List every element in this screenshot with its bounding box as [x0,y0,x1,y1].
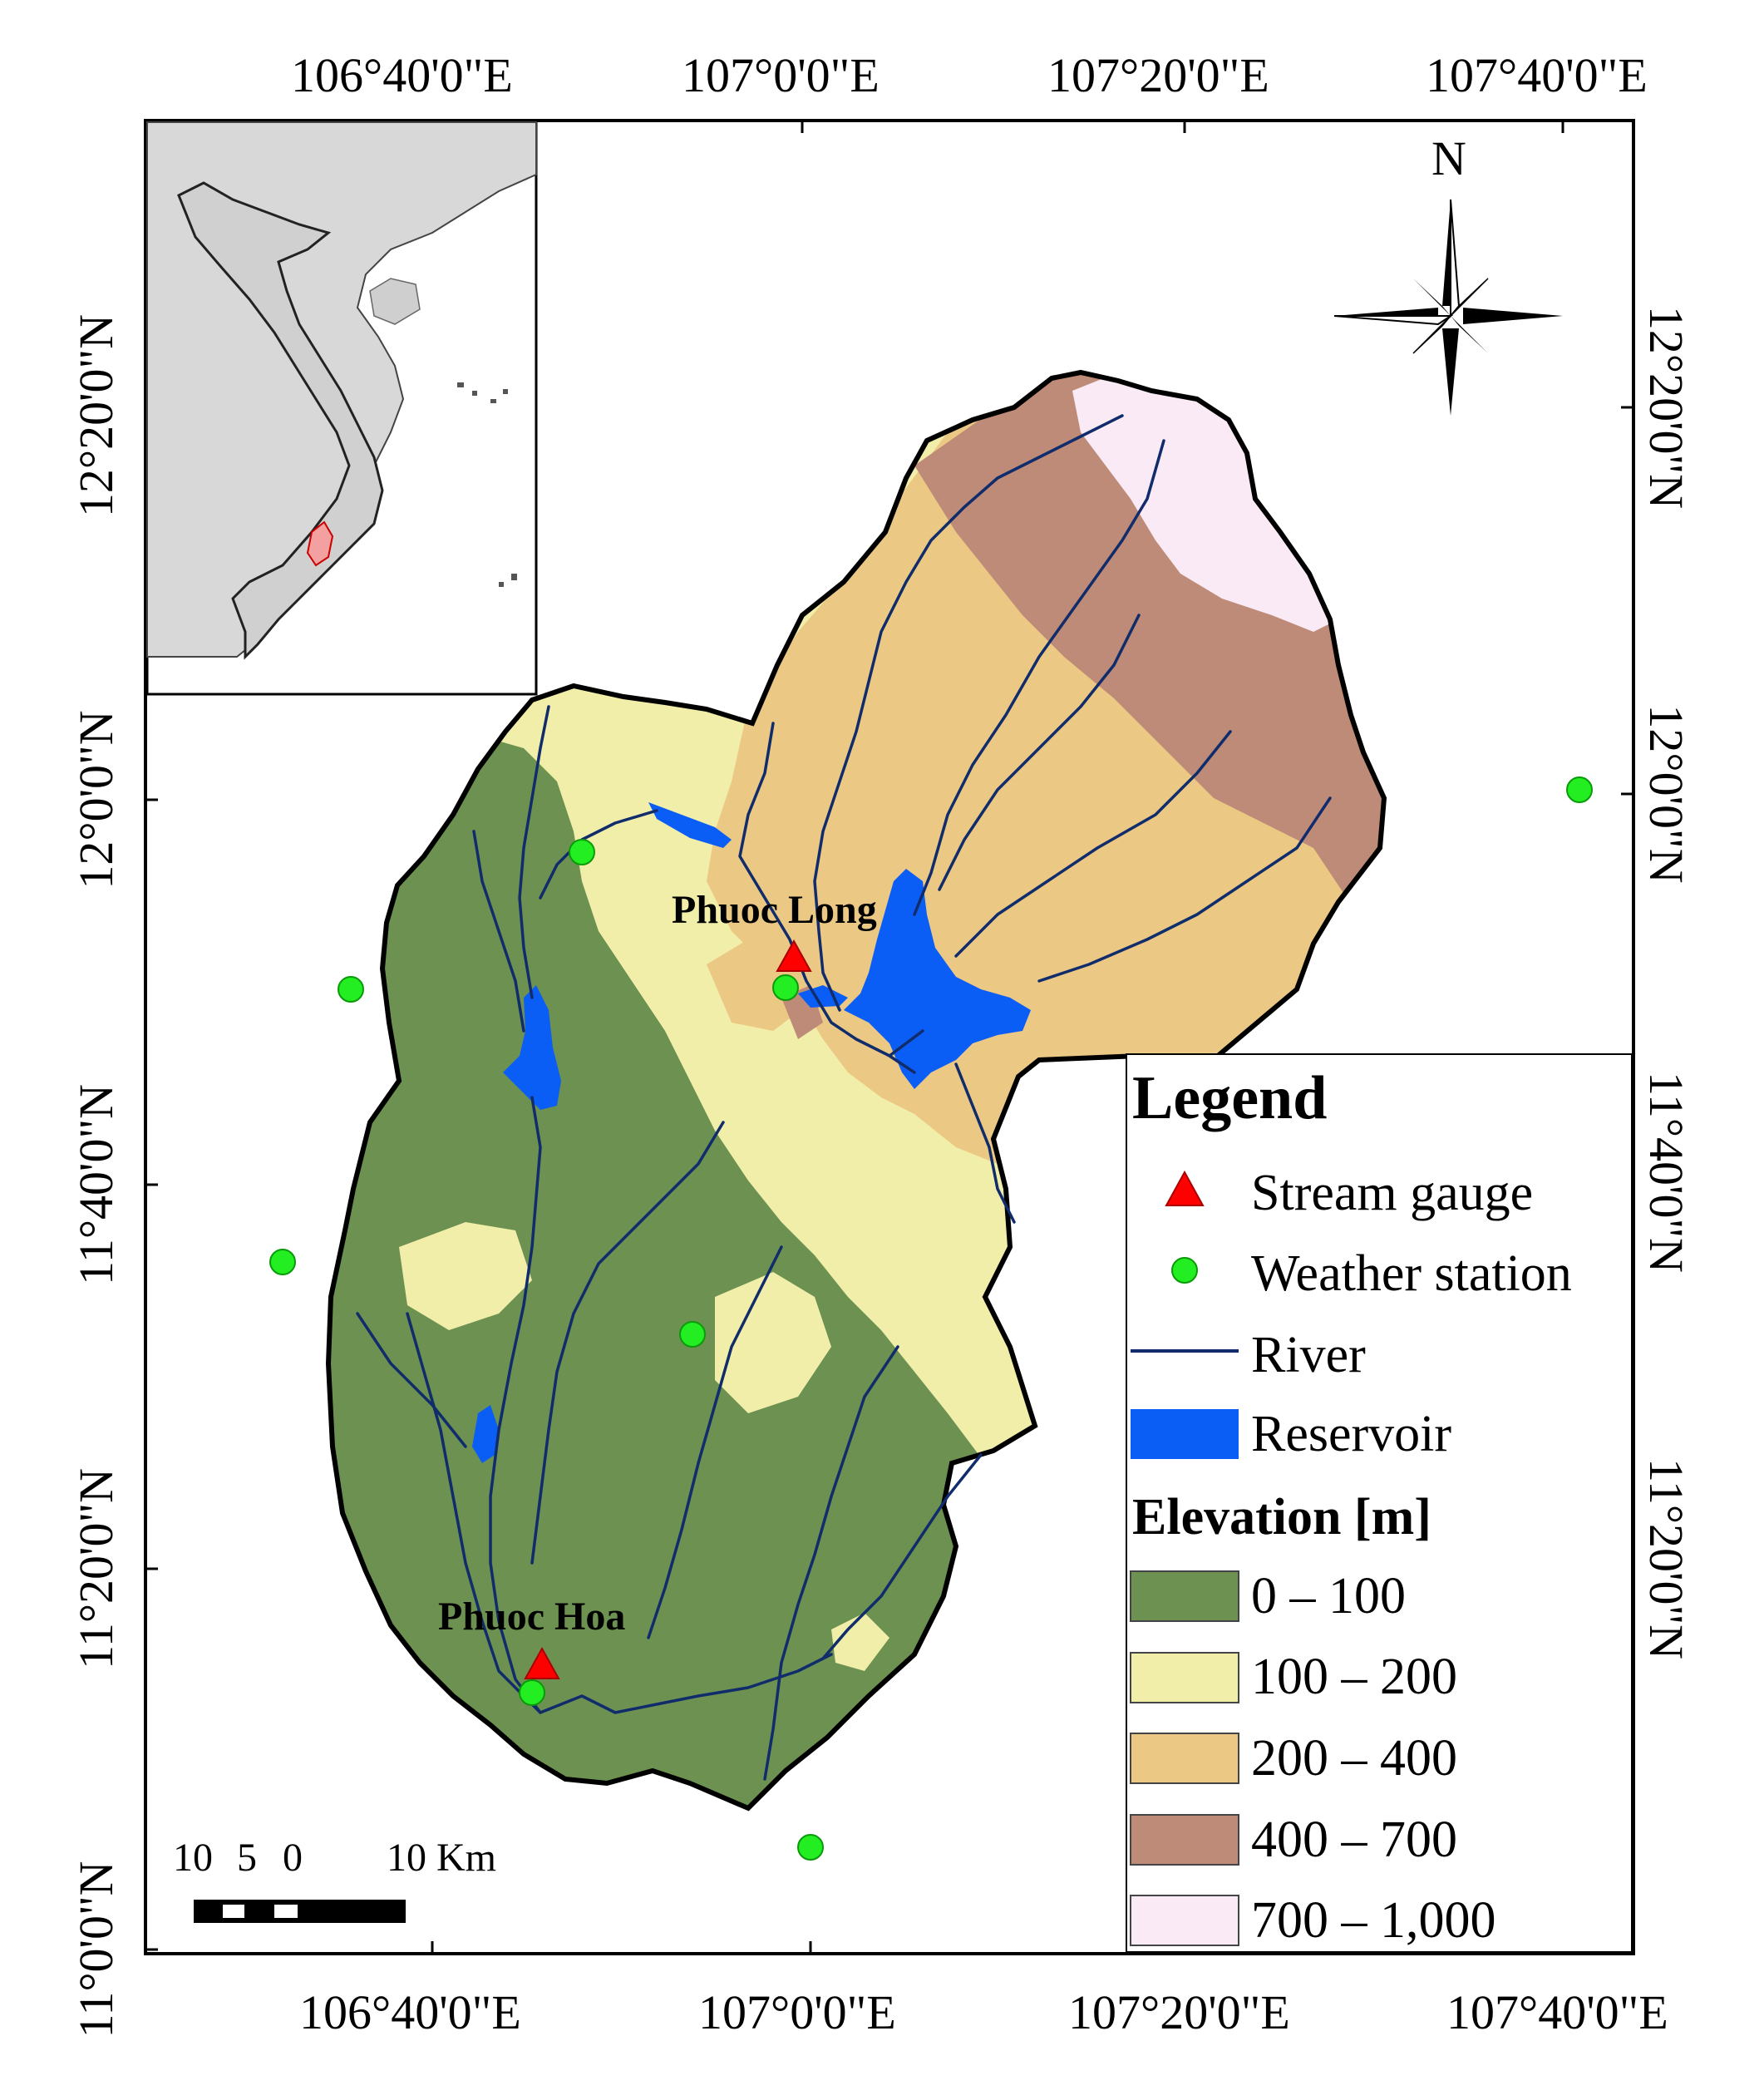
place-label-phuoc-long: Phuoc Long [672,888,877,932]
lon-label-top: 107°20'0"E [1047,48,1269,102]
weather-station [772,974,799,1001]
inset-map [145,121,538,696]
legend-river-label: River [1251,1327,1366,1383]
weather-station [679,1321,706,1348]
elev-100-200-patch-2 [715,1272,831,1413]
elev-100-200-patch-3 [831,1613,889,1671]
weather-station [519,1679,545,1706]
legend-stream-gauge-symbol [1165,1170,1205,1206]
basin-outline [325,369,1387,1812]
lat-label-left: 12°0'0"N [69,710,123,889]
inset-basin-highlight [306,520,334,567]
weather-stations [269,776,1593,1861]
lon-label-bottom: 107°40'0"E [1446,1985,1668,2039]
rivers [356,414,1332,1781]
legend-reservoir-label: Reservoir [1251,1406,1451,1462]
legend-elev-swatch-4 [1130,1814,1239,1866]
legend-elev-label-2: 100 – 200 [1251,1649,1457,1705]
lon-label-bottom: 106°40'0"E [299,1985,521,2039]
weather-station [338,976,364,1003]
bottom-longitude-labels: 106°40'0"E 107°0'0"E 107°20'0"E 107°40'0… [299,1985,1668,2039]
weather-station [569,839,595,865]
legend: Legend Stream gauge Weather station Rive… [1126,1053,1633,1953]
legend-elevation-title: Elevation [m] [1132,1489,1431,1545]
reservoir-arm-2 [648,802,732,848]
reservoir-west [503,985,561,1110]
north-label: N [1431,131,1466,185]
place-label-phuoc-hoa: Phuoc Hoa [438,1595,625,1639]
stream-gauge-phuoc-hoa [524,1646,560,1679]
legend-weather-station-label: Weather station [1251,1245,1572,1302]
lat-label-left: 12°20'0"N [69,314,123,517]
stream-gauges [524,939,812,1679]
lat-label-left: 11°0'0"N [69,1861,123,2038]
scale-label: 0 [283,1836,303,1880]
lat-label-right: 12°20'0"N [1639,306,1693,509]
lat-label-right: 12°0'0"N [1639,704,1693,883]
reservoir-southwest [472,1405,499,1463]
lon-label-top: 106°40'0"E [291,48,513,102]
legend-weather-station-symbol [1171,1257,1198,1284]
legend-elev-swatch-5 [1130,1895,1239,1946]
legend-elev-swatch-1 [1130,1570,1239,1622]
north-arrow-icon: N [1333,131,1563,416]
weather-station [797,1834,824,1861]
scale-label: 10 [173,1836,213,1880]
legend-elev-label-5: 700 – 1,000 [1251,1892,1496,1949]
top-longitude-labels: 106°40'0"E 107°0'0"E 107°20'0"E 107°40'0… [291,48,1648,102]
reservoirs [472,802,1031,1463]
lon-label-bottom: 107°20'0"E [1068,1985,1290,2039]
lat-label-left: 11°40'0"N [69,1084,123,1285]
weather-station [269,1249,296,1275]
lat-label-right: 11°20'0"N [1639,1458,1693,1659]
lon-label-top: 107°40'0"E [1426,48,1648,102]
inset-land-hainan [369,278,421,325]
lon-label-bottom: 107°0'0"E [698,1985,896,2039]
legend-elev-label-1: 0 – 100 [1251,1568,1406,1624]
stream-gauge-phuoc-long [776,939,812,972]
legend-title: Legend [1132,1064,1327,1132]
scale-bar: 10 5 0 10 Km [173,1836,496,1923]
legend-elev-swatch-2 [1130,1652,1239,1703]
scale-label: 5 [237,1836,257,1880]
legend-reservoir-swatch [1131,1409,1239,1459]
reservoir-main [844,869,1031,1089]
right-latitude-labels: 12°20'0"N 12°0'0"N 11°40'0"N 11°20'0"N [1639,306,1693,1659]
scale-label: 10 Km [387,1836,496,1880]
left-latitude-labels: 12°20'0"N 12°0'0"N 11°40'0"N 11°20'0"N 1… [69,314,123,2038]
legend-elev-label-3: 200 – 400 [1251,1730,1457,1787]
weather-station [1566,776,1593,803]
inset-islands [457,382,517,587]
elev-100-200-patch [399,1222,532,1330]
legend-elev-swatch-3 [1130,1733,1239,1784]
legend-stream-gauge-label: Stream gauge [1251,1165,1533,1221]
lat-label-left: 11°20'0"N [69,1468,123,1669]
lon-label-top: 107°0'0"E [682,48,880,102]
legend-elev-label-4: 400 – 700 [1251,1812,1457,1868]
lat-label-right: 11°40'0"N [1639,1072,1693,1273]
